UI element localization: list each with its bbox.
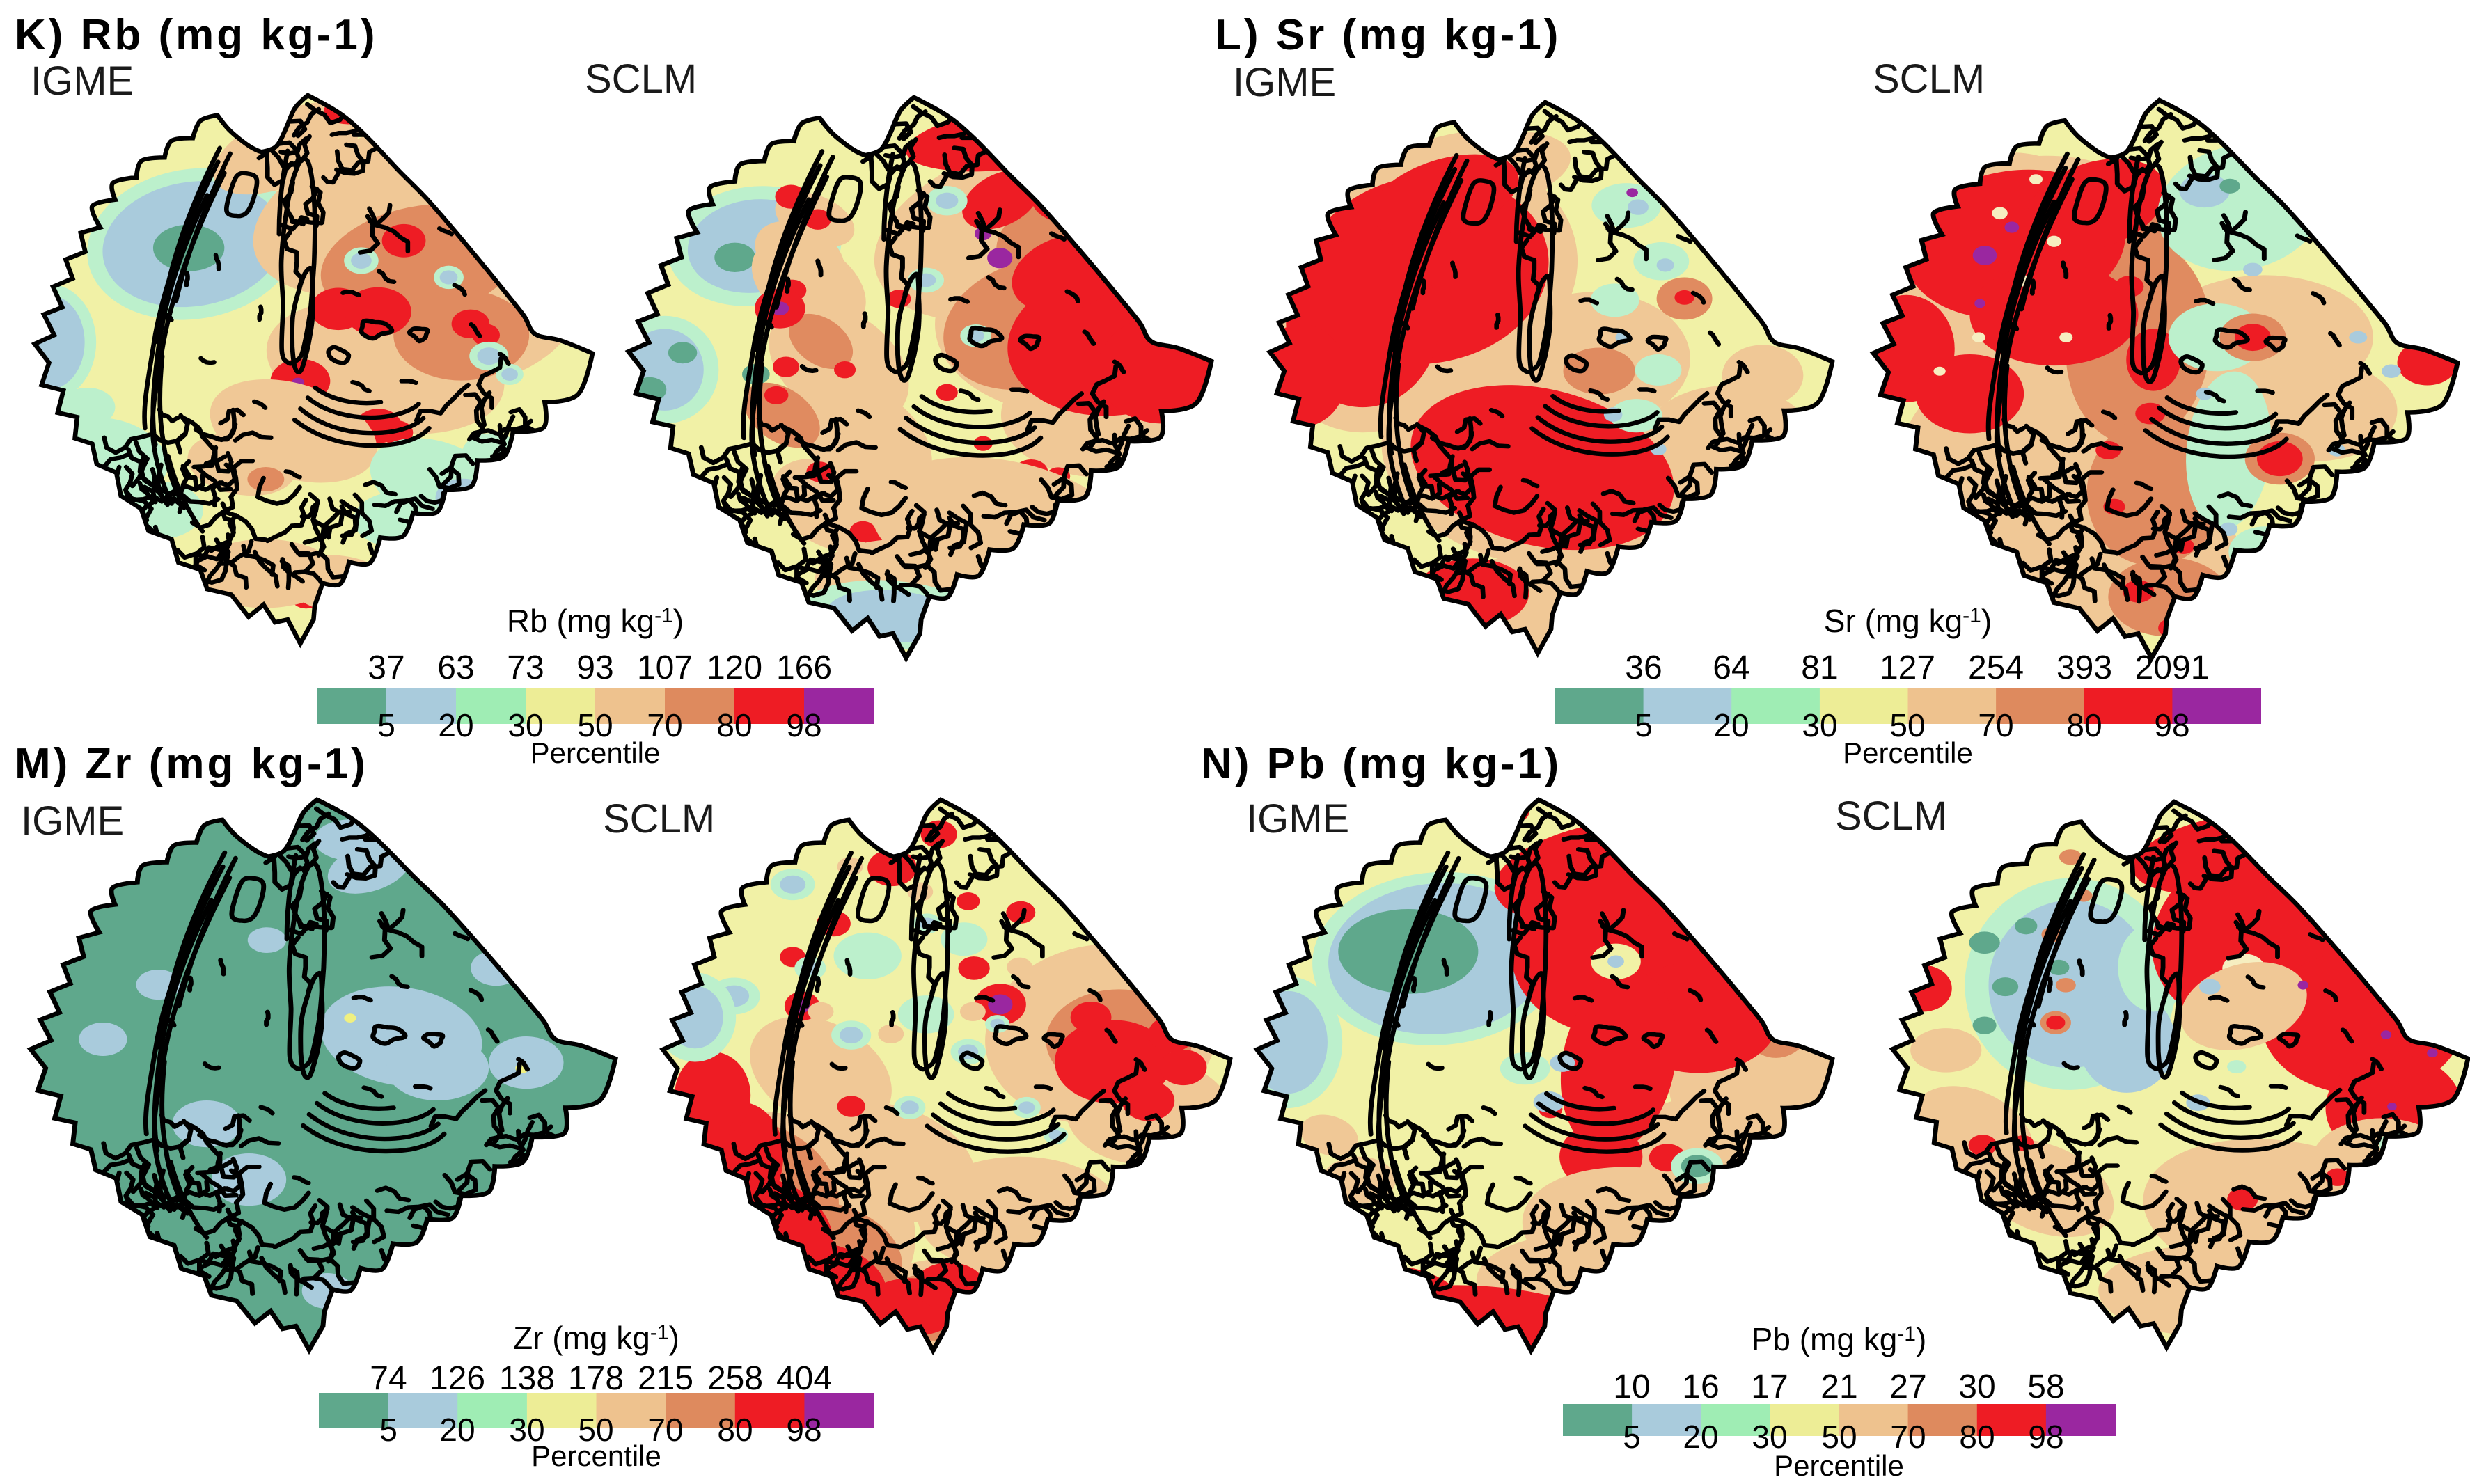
svg-text:107: 107 [637, 649, 693, 686]
svg-text:98: 98 [786, 1412, 821, 1448]
svg-text:64: 64 [1713, 649, 1749, 686]
svg-text:80: 80 [716, 707, 752, 743]
svg-text:IGME: IGME [1233, 60, 1336, 105]
svg-text:SCLM: SCLM [603, 796, 715, 842]
svg-text:80: 80 [717, 1412, 753, 1448]
svg-text:30: 30 [508, 707, 543, 743]
svg-text:M) Zr (mg kg-1): M) Zr (mg kg-1) [15, 740, 368, 788]
svg-text:127: 127 [1880, 649, 1935, 686]
svg-text:30: 30 [1752, 1419, 1787, 1455]
svg-text:70: 70 [1978, 707, 2013, 743]
svg-text:50: 50 [578, 1412, 613, 1448]
svg-text:70: 70 [647, 1412, 683, 1448]
svg-text:70: 70 [647, 707, 682, 743]
svg-text:IGME: IGME [31, 58, 134, 104]
svg-text:70: 70 [1890, 1419, 1926, 1455]
svg-text:138: 138 [499, 1360, 555, 1397]
svg-text:50: 50 [1889, 707, 1925, 743]
svg-text:20: 20 [438, 707, 473, 743]
svg-text:27: 27 [1889, 1368, 1926, 1405]
svg-text:404: 404 [776, 1360, 832, 1397]
svg-text:16: 16 [1682, 1368, 1719, 1405]
svg-text:5: 5 [379, 1412, 398, 1448]
svg-text:80: 80 [2066, 707, 2102, 743]
svg-text:178: 178 [568, 1360, 624, 1397]
svg-text:20: 20 [439, 1412, 475, 1448]
svg-text:30: 30 [509, 1412, 544, 1448]
svg-text:Percentile: Percentile [531, 1439, 661, 1472]
svg-text:5: 5 [377, 707, 395, 743]
svg-text:120: 120 [707, 649, 762, 686]
svg-text:80: 80 [1959, 1419, 1995, 1455]
svg-text:IGME: IGME [21, 798, 124, 844]
svg-text:K) Rb (mg kg-1): K) Rb (mg kg-1) [15, 11, 378, 59]
svg-text:98: 98 [2028, 1419, 2063, 1455]
svg-text:Percentile: Percentile [1774, 1449, 1904, 1482]
svg-text:Percentile: Percentile [1843, 736, 1973, 769]
svg-text:98: 98 [786, 707, 821, 743]
svg-text:63: 63 [437, 649, 474, 686]
svg-text:93: 93 [576, 649, 613, 686]
svg-text:10: 10 [1613, 1368, 1650, 1405]
svg-text:37: 37 [368, 649, 404, 686]
svg-text:50: 50 [1821, 1419, 1857, 1455]
svg-text:SCLM: SCLM [585, 56, 697, 102]
svg-text:166: 166 [776, 649, 832, 686]
svg-text:393: 393 [2056, 649, 2112, 686]
svg-text:98: 98 [2154, 707, 2189, 743]
svg-text:30: 30 [1958, 1368, 1995, 1405]
svg-text:73: 73 [507, 649, 544, 686]
svg-text:SCLM: SCLM [1835, 794, 1947, 839]
svg-text:IGME: IGME [1246, 796, 1349, 842]
svg-text:17: 17 [1751, 1368, 1788, 1405]
svg-text:Percentile: Percentile [530, 736, 661, 769]
svg-text:Rb (mg kg-1): Rb (mg kg-1) [507, 603, 684, 639]
svg-text:30: 30 [1802, 707, 1837, 743]
svg-text:50: 50 [577, 707, 613, 743]
svg-text:2091: 2091 [2135, 649, 2210, 686]
svg-text:20: 20 [1713, 707, 1749, 743]
svg-text:254: 254 [1968, 649, 2024, 686]
svg-text:81: 81 [1801, 649, 1838, 686]
svg-text:N) Pb (mg kg-1): N) Pb (mg kg-1) [1201, 740, 1562, 788]
svg-text:20: 20 [1683, 1419, 1718, 1455]
svg-text:258: 258 [707, 1360, 763, 1397]
svg-text:21: 21 [1820, 1368, 1857, 1405]
svg-text:36: 36 [1625, 649, 1662, 686]
svg-text:L) Sr (mg kg-1): L) Sr (mg kg-1) [1215, 11, 1561, 59]
svg-text:74: 74 [370, 1360, 407, 1397]
svg-text:5: 5 [1623, 1419, 1641, 1455]
svg-text:SCLM: SCLM [1873, 56, 1985, 102]
svg-text:5: 5 [1635, 707, 1653, 743]
svg-text:58: 58 [2027, 1368, 2064, 1405]
svg-text:215: 215 [638, 1360, 693, 1397]
svg-text:126: 126 [430, 1360, 485, 1397]
